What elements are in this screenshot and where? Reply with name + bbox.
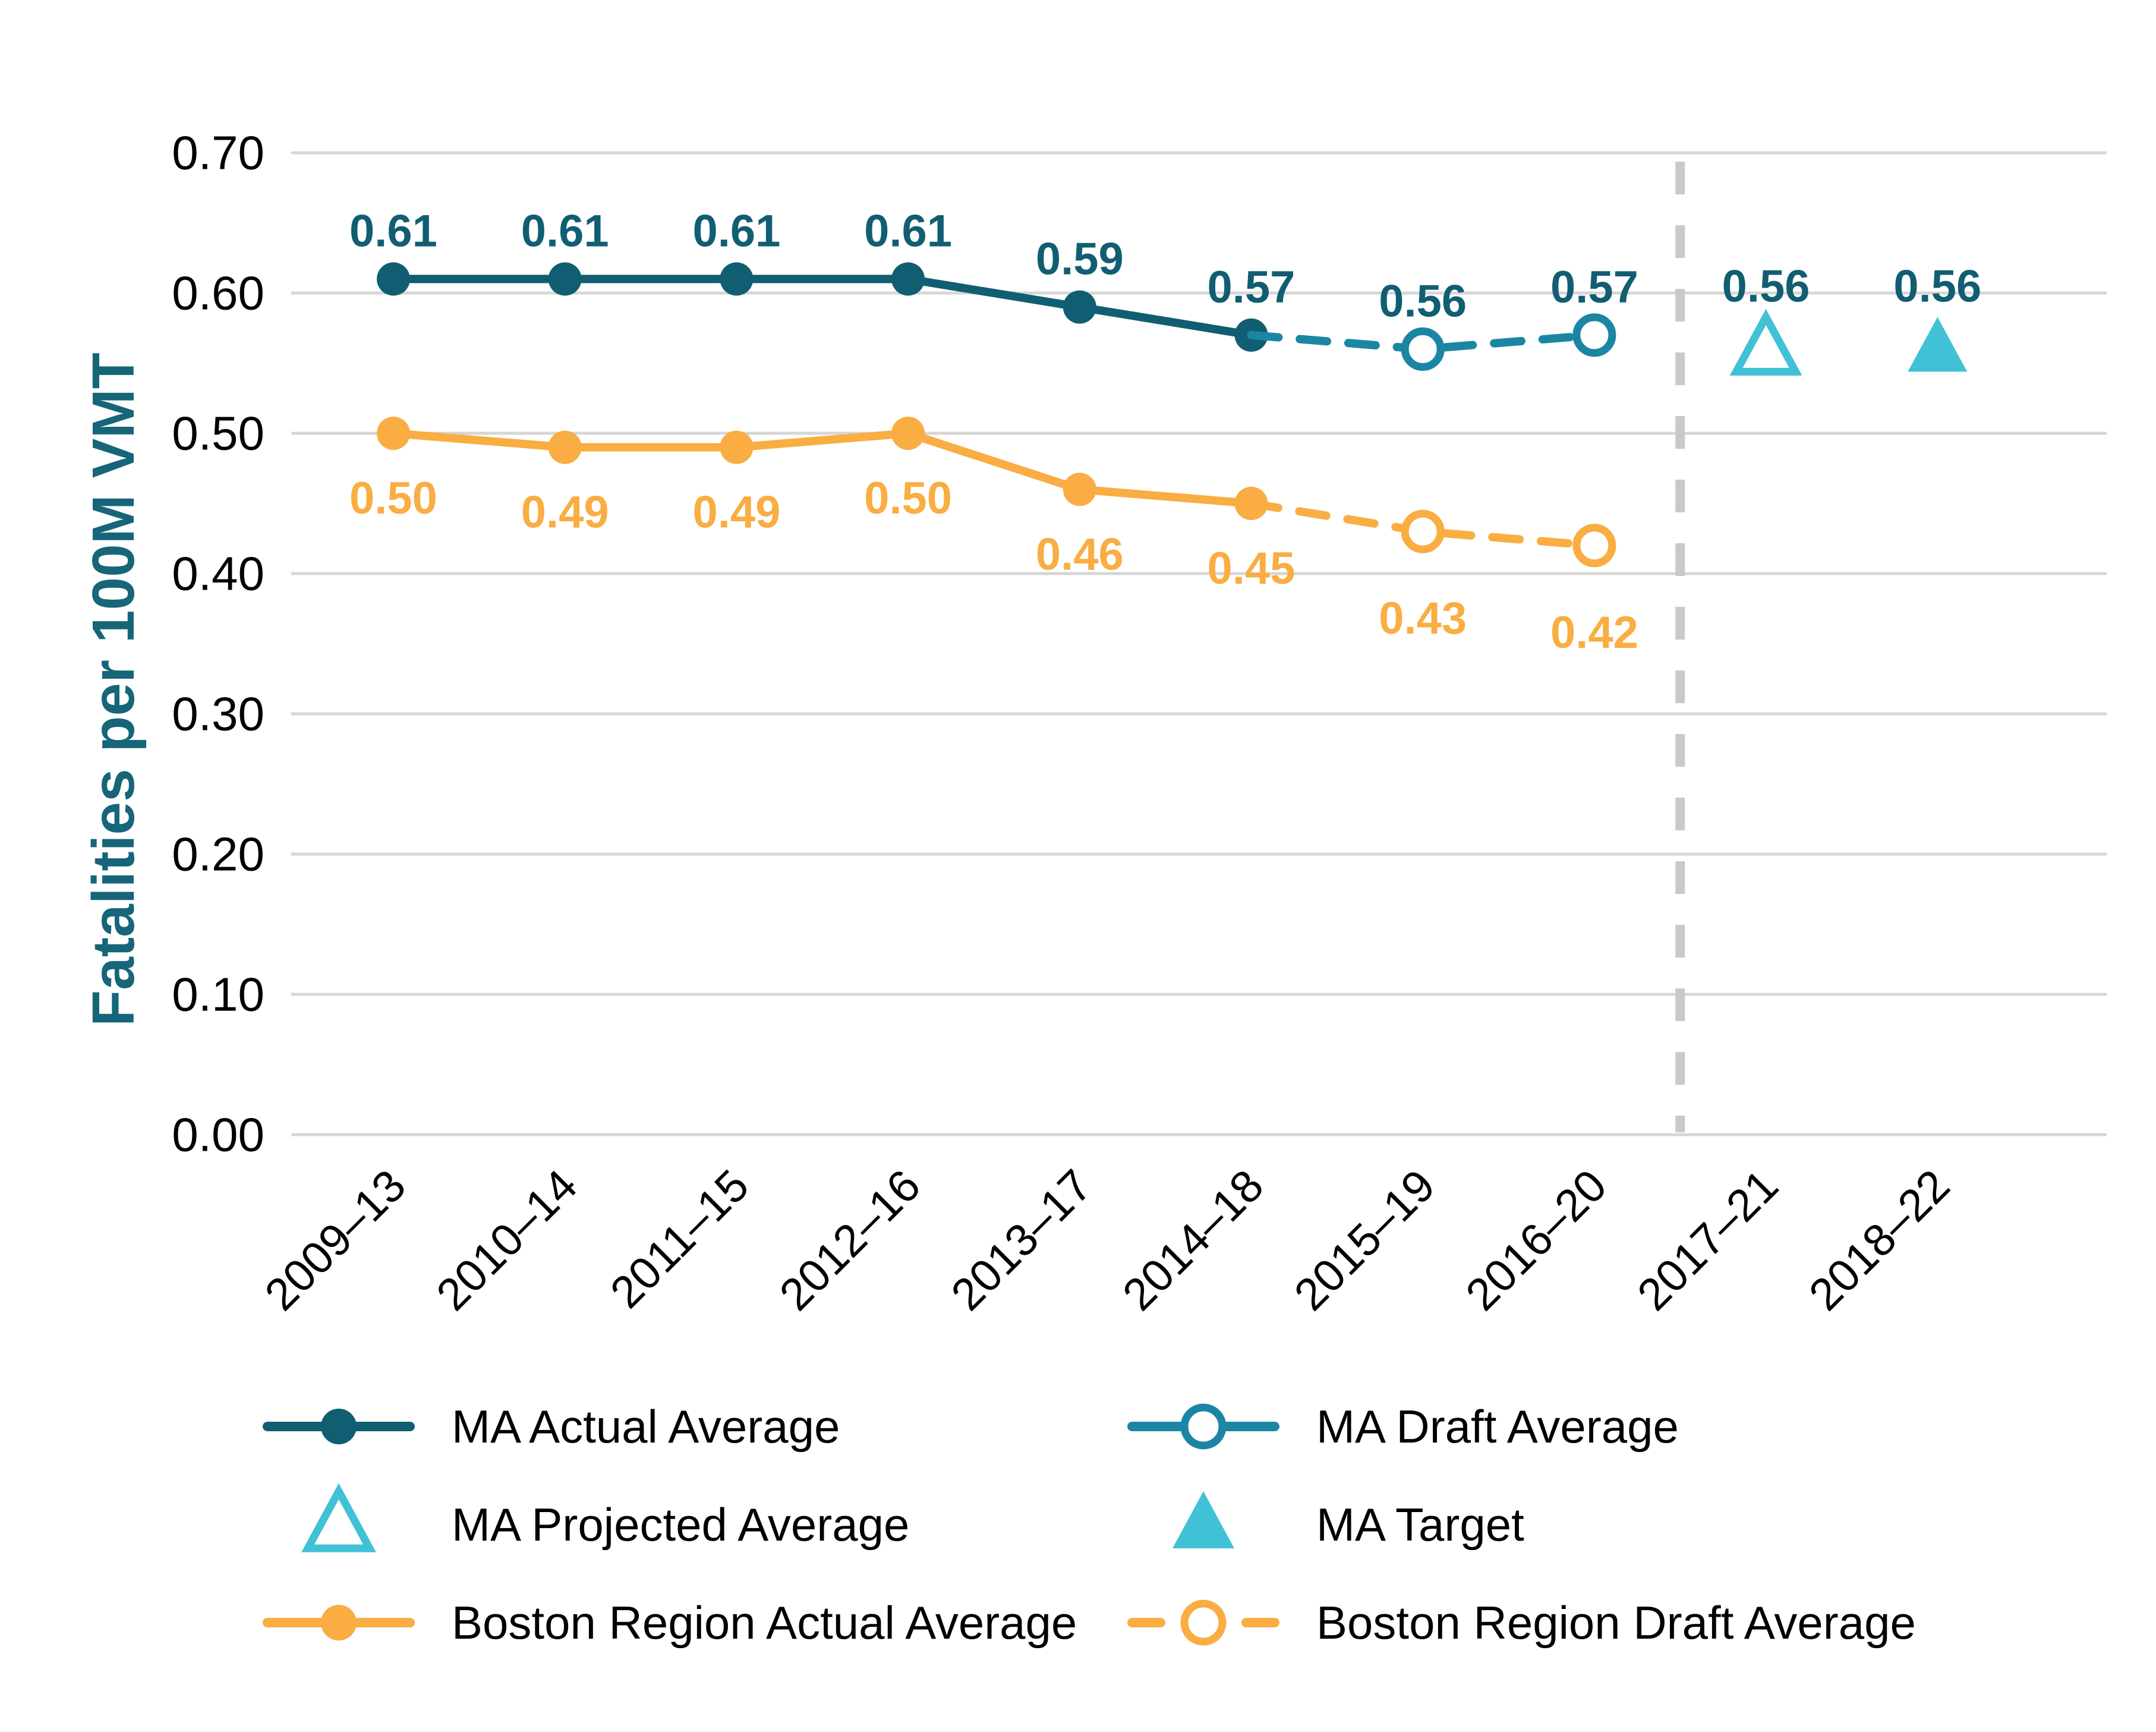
ma-actual-average-marker [891, 262, 925, 296]
boston-region-actual-average-data-label: 0.50 [864, 473, 952, 524]
boston-region-actual-average-line [389, 429, 1256, 508]
boston-region-actual-average-data-label: 0.45 [1208, 543, 1296, 594]
legend-item-ma-actual-average: MA Actual Average [263, 1400, 840, 1453]
legend-label: Boston Region Draft Average [1316, 1596, 1916, 1649]
ma-draft-average-marker [1572, 313, 1616, 357]
y-tick-label: 0.50 [172, 407, 264, 460]
x-tick-label: 2018–22 [1799, 1160, 1959, 1320]
legend-label: MA Projected Average [452, 1498, 909, 1551]
legend-label: MA Target [1316, 1498, 1524, 1551]
x-tick-label: 2012–16 [770, 1160, 930, 1320]
ma-actual-average-marker [377, 262, 410, 296]
y-tick-label: 0.40 [172, 547, 264, 600]
x-tick-label: 2011–15 [601, 1160, 758, 1318]
y-tick-label: 0.20 [172, 828, 264, 881]
ma-draft-average-marker [1401, 327, 1445, 371]
orange-dashed-open-circle-icon [1127, 1599, 1279, 1646]
boston-region-actual-average-marker [1063, 473, 1096, 506]
boston-region-draft-average-marker [1401, 509, 1445, 553]
y-tick-label: 0.60 [172, 267, 264, 320]
x-tick-label: 2010–14 [427, 1160, 587, 1320]
y-axis-title: Fatalities per 100M VMT [80, 352, 147, 1026]
x-tick-label: 2016–20 [1457, 1160, 1616, 1320]
ma-target-data-label: 0.56 [1893, 261, 1981, 311]
ma-draft-average-data-label: 0.57 [1550, 262, 1638, 313]
orange-line-filled-circle-icon [263, 1605, 415, 1640]
y-tick-label: 0.30 [172, 688, 264, 741]
ma-actual-average-data-label: 0.59 [1036, 234, 1124, 285]
ma-actual-average-data-label: 0.57 [1208, 262, 1296, 313]
ma-actual-average-marker [720, 262, 754, 296]
boston-region-actual-average-data-label: 0.49 [521, 487, 609, 538]
legend: MA Actual Average MA Projected Average B… [263, 1400, 1916, 1649]
boston-region-actual-average-data-label: 0.49 [692, 487, 780, 538]
y-tick-label: 0.10 [172, 968, 264, 1021]
boston-region-actual-average-data-label: 0.50 [349, 473, 437, 524]
x-tick-label: 2015–19 [1285, 1160, 1445, 1320]
cyan-open-triangle-icon [301, 1483, 376, 1552]
boston-region-actual-average-marker [548, 430, 582, 464]
ma-projected-average-marker [1729, 308, 1802, 376]
legend-label: MA Draft Average [1316, 1400, 1679, 1453]
legend-label: Boston Region Actual Average [452, 1596, 1077, 1649]
ma-projected-average-data-label: 0.56 [1722, 261, 1810, 311]
boston-region-actual-average-marker [377, 417, 410, 450]
x-tick-label: 2014–18 [1113, 1160, 1273, 1320]
x-tick-label: 2009–13 [256, 1160, 415, 1320]
legend-label: MA Actual Average [452, 1400, 840, 1453]
boston-region-draft-average-data-label: 0.43 [1379, 593, 1467, 644]
ma-actual-average-data-label: 0.61 [864, 206, 952, 256]
ma-actual-average-data-label: 0.61 [521, 206, 609, 256]
teal-line-filled-circle-icon [263, 1409, 415, 1444]
boston-region-actual-average-marker [720, 430, 754, 464]
boston-region-actual-average-marker [891, 417, 925, 450]
ma-actual-average-data-label: 0.61 [692, 206, 780, 256]
ma-actual-average-data-label: 0.61 [349, 206, 437, 256]
ma-actual-average-line [389, 275, 1256, 339]
ma-actual-average-marker [1063, 290, 1096, 324]
cyan-filled-triangle-icon [1172, 1491, 1234, 1548]
legend-item-boston-region-draft-average: Boston Region Draft Average [1127, 1596, 1916, 1649]
x-tick-label: 2013–17 [942, 1160, 1102, 1320]
ma-actual-average-marker [548, 262, 582, 296]
y-tick-label: 0.00 [172, 1109, 264, 1161]
x-tick-label: 2017–21 [1628, 1160, 1788, 1320]
ma-draft-average-data-label: 0.56 [1379, 276, 1467, 326]
ma-target-marker [1908, 317, 1968, 372]
teal-line-open-circle-icon [1127, 1403, 1279, 1450]
y-tick-label: 0.70 [172, 127, 264, 180]
legend-item-boston-region-actual-average: Boston Region Actual Average [263, 1596, 1077, 1649]
legend-item-ma-projected-average: MA Projected Average [301, 1483, 909, 1552]
legend-item-ma-draft-average: MA Draft Average [1127, 1400, 1679, 1453]
legend-item-ma-target: MA Target [1172, 1491, 1524, 1551]
boston-region-actual-average-data-label: 0.46 [1036, 529, 1124, 580]
boston-region-draft-average-data-label: 0.42 [1550, 607, 1638, 658]
boston-region-draft-average-marker [1572, 524, 1616, 568]
